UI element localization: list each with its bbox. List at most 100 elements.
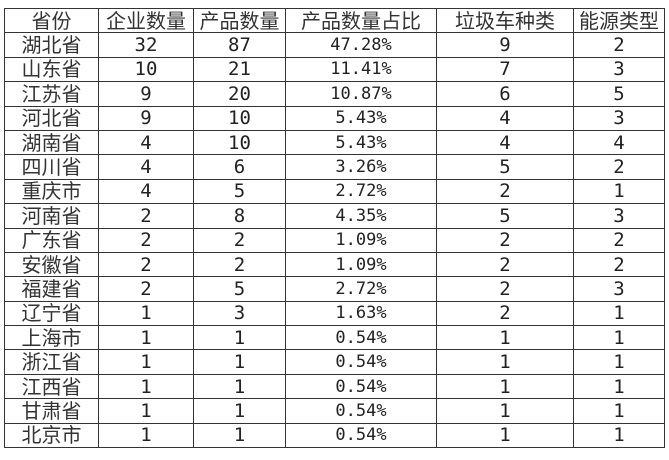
cell-product-count: 10 bbox=[193, 129, 286, 156]
table-row: 河南省 2 8 4.35% 5 3 bbox=[4, 203, 665, 229]
cell-province: 湖南省 bbox=[4, 129, 99, 156]
cell-province: 河南省 bbox=[4, 203, 99, 229]
cell-province: 江苏省 bbox=[4, 81, 99, 107]
cell-company-count: 2 bbox=[98, 276, 194, 302]
cell-energy-types: 3 bbox=[573, 56, 665, 83]
cell-company-count: 1 bbox=[98, 349, 194, 375]
cell-product-count: 2 bbox=[193, 227, 286, 253]
cell-product-share: 11.41% bbox=[285, 56, 437, 83]
header-product-count: 产品数量 bbox=[193, 7, 286, 34]
cell-energy-types: 4 bbox=[573, 129, 665, 156]
cell-energy-types: 2 bbox=[573, 32, 665, 58]
table-row: 浙江省 1 1 0.54% 1 1 bbox=[4, 349, 665, 375]
table-row: 山东省 10 21 11.41% 7 3 bbox=[4, 56, 665, 83]
cell-product-count: 8 bbox=[193, 203, 286, 229]
cell-energy-types: 1 bbox=[573, 178, 665, 205]
cell-truck-types: 1 bbox=[436, 373, 574, 400]
province-stats-table: 省份 企业数量 产品数量 产品数量占比 垃圾车种类 能源类型 湖北省 32 87 47.28% 9… bbox=[4, 7, 665, 449]
table-row: 广东省 2 2 1.09% 2 2 bbox=[4, 227, 665, 253]
cell-province: 山东省 bbox=[4, 56, 99, 83]
cell-province: 重庆市 bbox=[4, 178, 99, 205]
cell-truck-types: 1 bbox=[436, 325, 574, 351]
cell-company-count: 1 bbox=[98, 373, 194, 400]
cell-province: 上海市 bbox=[4, 325, 99, 351]
header-truck-types: 垃圾车种类 bbox=[436, 7, 574, 34]
cell-province: 辽宁省 bbox=[4, 300, 99, 327]
header-product-share: 产品数量占比 bbox=[285, 7, 437, 34]
cell-product-count: 21 bbox=[193, 56, 286, 83]
cell-truck-types: 2 bbox=[436, 276, 574, 302]
cell-product-share: 0.54% bbox=[285, 398, 437, 424]
cell-product-share: 4.35% bbox=[285, 203, 437, 229]
cell-product-share: 5.43% bbox=[285, 105, 437, 131]
cell-energy-types: 1 bbox=[573, 398, 665, 424]
cell-province: 北京市 bbox=[4, 422, 99, 449]
table-row: 湖南省 4 10 5.43% 4 4 bbox=[4, 129, 665, 156]
cell-product-share: 2.72% bbox=[285, 276, 437, 302]
table-row: 福建省 2 5 2.72% 2 3 bbox=[4, 276, 665, 302]
cell-company-count: 2 bbox=[98, 251, 194, 278]
cell-product-share: 0.54% bbox=[285, 373, 437, 400]
cell-energy-types: 1 bbox=[573, 300, 665, 327]
cell-product-count: 6 bbox=[193, 154, 286, 180]
cell-company-count: 1 bbox=[98, 325, 194, 351]
cell-energy-types: 2 bbox=[573, 154, 665, 180]
cell-product-count: 2 bbox=[193, 251, 286, 278]
cell-truck-types: 1 bbox=[436, 349, 574, 375]
cell-truck-types: 4 bbox=[436, 129, 574, 156]
cell-province: 四川省 bbox=[4, 154, 99, 180]
cell-product-count: 1 bbox=[193, 349, 286, 375]
cell-product-count: 10 bbox=[193, 105, 286, 131]
table-row: 上海市 1 1 0.54% 1 1 bbox=[4, 325, 665, 351]
cell-product-count: 5 bbox=[193, 276, 286, 302]
cell-product-count: 20 bbox=[193, 81, 286, 107]
cell-company-count: 4 bbox=[98, 154, 194, 180]
cell-product-count: 1 bbox=[193, 373, 286, 400]
cell-product-count: 5 bbox=[193, 178, 286, 205]
cell-truck-types: 1 bbox=[436, 398, 574, 424]
cell-energy-types: 2 bbox=[573, 227, 665, 253]
cell-product-share: 2.72% bbox=[285, 178, 437, 205]
cell-product-count: 3 bbox=[193, 300, 286, 327]
table-row: 北京市 1 1 0.54% 1 1 bbox=[4, 422, 665, 449]
cell-energy-types: 3 bbox=[573, 276, 665, 302]
cell-province: 甘肃省 bbox=[4, 398, 99, 424]
cell-truck-types: 5 bbox=[436, 203, 574, 229]
cell-company-count: 1 bbox=[98, 398, 194, 424]
cell-truck-types: 2 bbox=[436, 227, 574, 253]
cell-product-share: 1.09% bbox=[285, 227, 437, 253]
cell-product-count: 1 bbox=[193, 398, 286, 424]
cell-province: 湖北省 bbox=[4, 32, 99, 58]
cell-truck-types: 2 bbox=[436, 251, 574, 278]
cell-energy-types: 1 bbox=[573, 349, 665, 375]
cell-product-share: 1.09% bbox=[285, 251, 437, 278]
cell-product-share: 10.87% bbox=[285, 81, 437, 107]
header-province: 省份 bbox=[4, 7, 99, 34]
cell-company-count: 1 bbox=[98, 300, 194, 327]
table-row: 四川省 4 6 3.26% 5 2 bbox=[4, 154, 665, 180]
cell-truck-types: 1 bbox=[436, 422, 574, 449]
cell-product-share: 3.26% bbox=[285, 154, 437, 180]
cell-product-share: 0.54% bbox=[285, 325, 437, 351]
cell-province: 安徽省 bbox=[4, 251, 99, 278]
cell-company-count: 9 bbox=[98, 105, 194, 131]
cell-province: 河北省 bbox=[4, 105, 99, 131]
cell-company-count: 4 bbox=[98, 129, 194, 156]
table-row: 江西省 1 1 0.54% 1 1 bbox=[4, 373, 665, 400]
table-row: 重庆市 4 5 2.72% 2 1 bbox=[4, 178, 665, 205]
cell-truck-types: 2 bbox=[436, 300, 574, 327]
table-row: 安徽省 2 2 1.09% 2 2 bbox=[4, 251, 665, 278]
cell-energy-types: 1 bbox=[573, 422, 665, 449]
cell-truck-types: 5 bbox=[436, 154, 574, 180]
cell-truck-types: 4 bbox=[436, 105, 574, 131]
cell-energy-types: 3 bbox=[573, 203, 665, 229]
cell-product-share: 1.63% bbox=[285, 300, 437, 327]
cell-product-share: 0.54% bbox=[285, 349, 437, 375]
cell-energy-types: 3 bbox=[573, 105, 665, 131]
cell-company-count: 10 bbox=[98, 56, 194, 83]
cell-company-count: 1 bbox=[98, 422, 194, 449]
table-row: 江苏省 9 20 10.87% 6 5 bbox=[4, 81, 665, 107]
cell-energy-types: 2 bbox=[573, 251, 665, 278]
table-row: 辽宁省 1 3 1.63% 2 1 bbox=[4, 300, 665, 327]
header-company-count: 企业数量 bbox=[98, 7, 194, 34]
